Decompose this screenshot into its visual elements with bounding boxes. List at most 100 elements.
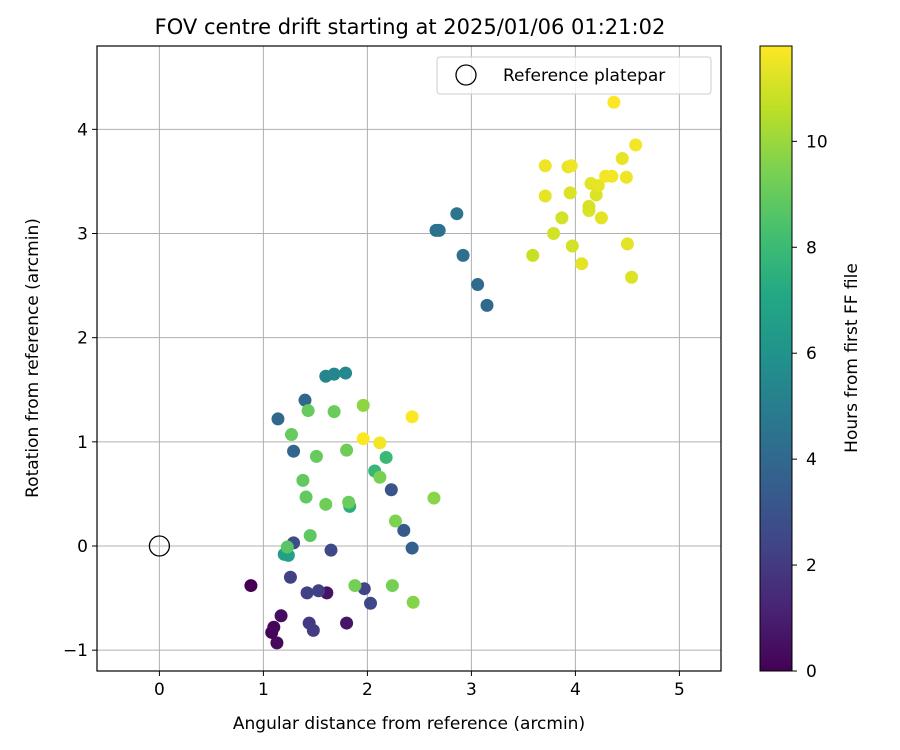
data-point <box>607 95 621 109</box>
data-point <box>270 636 284 650</box>
colorbar-tick-label: 6 <box>806 344 817 364</box>
data-point <box>432 223 446 237</box>
data-point <box>456 248 470 262</box>
data-point <box>480 298 494 312</box>
data-point <box>379 450 393 464</box>
legend: Reference platepar <box>436 56 712 95</box>
data-point <box>575 257 589 271</box>
data-point <box>385 579 399 593</box>
data-point <box>267 620 281 634</box>
data-point <box>327 405 341 419</box>
data-point <box>615 152 629 165</box>
data-point <box>364 596 378 610</box>
legend-box <box>436 56 712 95</box>
data-points <box>244 95 643 650</box>
y-tick-label: 3 <box>77 225 88 245</box>
data-point <box>471 278 485 292</box>
x-axis-label: Angular distance from reference (arcmin) <box>233 714 585 734</box>
data-point <box>564 159 578 173</box>
data-point <box>298 393 312 407</box>
data-point <box>299 490 313 504</box>
y-tick-label: 4 <box>77 120 88 140</box>
data-point <box>427 491 441 505</box>
data-point <box>388 514 402 528</box>
chart-title: FOV centre drift starting at 2025/01/06 … <box>155 15 666 39</box>
grid <box>97 46 721 671</box>
colorbar-tick-label: 10 <box>806 132 828 152</box>
data-point <box>301 404 315 418</box>
data-point <box>356 398 370 412</box>
data-point <box>373 470 387 484</box>
data-point <box>565 239 579 253</box>
data-point <box>620 237 634 251</box>
data-point <box>340 616 354 630</box>
x-tick-label: 1 <box>258 680 269 700</box>
data-point <box>406 595 420 609</box>
data-point <box>582 199 596 213</box>
data-point <box>397 523 411 537</box>
plot-area-frame <box>96 45 722 672</box>
data-point <box>555 211 569 225</box>
data-point <box>319 497 333 511</box>
legend-marker-open-circle <box>455 64 477 86</box>
data-point <box>303 529 317 543</box>
x-tick-label: 2 <box>362 680 373 700</box>
y-tick-label: 1 <box>77 433 88 453</box>
data-point <box>271 412 285 426</box>
data-point <box>280 540 294 554</box>
x-tick-label: 5 <box>674 680 685 700</box>
data-point <box>348 579 362 593</box>
data-point <box>296 473 310 487</box>
y-tick-label: −1 <box>63 641 88 661</box>
data-point <box>405 410 419 424</box>
data-point <box>342 495 356 509</box>
data-point <box>547 227 561 240</box>
data-point <box>629 138 643 152</box>
x-tick-label: 4 <box>570 680 581 700</box>
data-point <box>324 543 338 557</box>
y-axis-label: Rotation from reference (arcmin) <box>23 218 43 498</box>
data-point <box>283 570 297 584</box>
colorbar-label: Hours from first FF file <box>842 263 862 453</box>
x-axis-ticks: 0 1 2 3 4 5 <box>154 671 685 700</box>
colorbar-tick-label: 8 <box>806 238 817 258</box>
data-point <box>244 579 258 593</box>
data-point <box>300 586 314 600</box>
data-point <box>340 443 354 457</box>
colorbar <box>759 45 793 672</box>
reference-marker-layer <box>148 535 171 557</box>
data-point <box>384 483 398 497</box>
data-point <box>306 623 320 637</box>
data-point <box>538 159 552 173</box>
data-point <box>274 609 288 623</box>
data-point <box>356 432 370 446</box>
data-point <box>284 428 298 442</box>
data-point <box>563 186 577 200</box>
data-point <box>526 248 540 262</box>
legend-entry-label: Reference platepar <box>503 66 665 86</box>
reference-platepar-marker <box>148 535 171 557</box>
y-tick-label: 2 <box>77 329 88 349</box>
data-point <box>538 189 552 203</box>
x-tick-label: 0 <box>154 680 165 700</box>
colorbar-tick-label: 4 <box>806 450 817 470</box>
y-axis-ticks: −1 0 1 2 3 4 <box>63 120 97 661</box>
data-point <box>594 211 608 225</box>
data-point <box>309 449 323 463</box>
x-tick-label: 3 <box>466 680 477 700</box>
data-point <box>312 584 326 598</box>
colorbar-ticks: 0 2 4 6 8 10 <box>792 132 828 682</box>
data-point <box>339 366 353 380</box>
data-point <box>625 270 639 284</box>
y-tick-label: 0 <box>77 537 88 557</box>
data-point <box>405 541 419 555</box>
colorbar-tick-label: 2 <box>806 556 817 576</box>
data-point <box>605 169 619 183</box>
data-point <box>287 444 301 458</box>
colorbar-tick-label: 0 <box>806 662 817 682</box>
data-point <box>450 207 464 221</box>
data-point <box>327 367 341 381</box>
data-point <box>619 170 633 184</box>
data-point <box>591 179 605 193</box>
